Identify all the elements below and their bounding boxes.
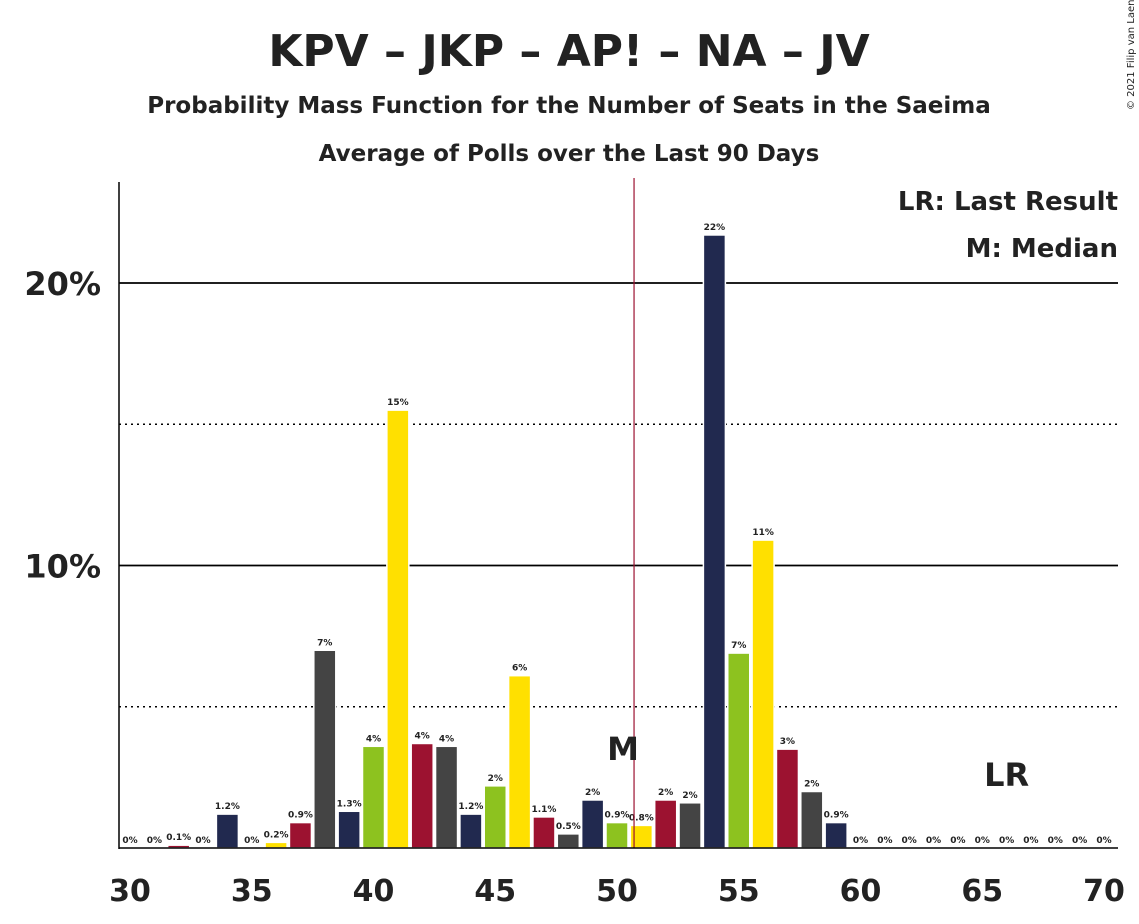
bar-34: [215, 813, 240, 849]
legend-median: M: Median: [966, 234, 1118, 264]
y-tick-20: 20%: [24, 265, 101, 303]
bar-37: [288, 821, 313, 849]
bar-label-69: 0%: [1072, 836, 1087, 846]
bar-36: [264, 841, 288, 849]
bar-label-38: 7%: [317, 638, 332, 648]
x-tick-30: 30: [109, 874, 151, 909]
bar-label-61: 0%: [877, 836, 892, 846]
bar-40: [361, 745, 386, 849]
bar-58: [800, 790, 824, 849]
legend-last-result: LR: Last Result: [898, 187, 1118, 217]
bar-label-42: 4%: [415, 731, 430, 741]
bar-52: [653, 799, 678, 849]
bar-label-46: 6%: [512, 664, 527, 674]
bar-54: [702, 234, 727, 849]
bar-label-34: 1.2%: [215, 802, 240, 812]
bar-label-44: 1.2%: [458, 802, 483, 812]
bar-49: [580, 799, 605, 849]
bar-44: [459, 813, 483, 849]
median-marker-label: M: [607, 730, 639, 768]
bar-label-55: 7%: [731, 641, 746, 651]
chart-subtitle: Probability Mass Function for the Number…: [147, 93, 991, 119]
x-tick-70: 70: [1083, 874, 1125, 909]
bar-labels: 0% 0% 0.1% 0% 1.2% 0% 0.2% 0.9% 7% 1.3% 4% 15% 4% 4% 1…: [122, 223, 1111, 846]
chart-subtitle-2: Average of Polls over the Last 90 Days: [319, 141, 820, 167]
bar-label-68: 0%: [1048, 836, 1063, 846]
bar-label-45: 2%: [488, 774, 503, 784]
bar-label-39: 1.3%: [337, 799, 362, 809]
bar-38: [313, 649, 337, 849]
bar-label-58: 2%: [804, 780, 819, 790]
bar-42: [410, 742, 434, 849]
bar-43: [434, 745, 459, 849]
x-tick-45: 45: [474, 874, 516, 909]
bar-label-43: 4%: [439, 734, 454, 744]
bar-label-60: 0%: [853, 836, 868, 846]
y-tick-10: 10%: [24, 548, 101, 586]
bar-label-56: 11%: [752, 528, 774, 538]
bar-label-59: 0.9%: [824, 811, 849, 821]
bar-57: [775, 748, 800, 849]
bar-45: [483, 785, 507, 849]
bar-label-57: 3%: [780, 737, 795, 747]
last-result-marker-label: LR: [984, 756, 1029, 794]
bar-label-62: 0%: [902, 836, 917, 846]
bar-label-64: 0%: [950, 836, 965, 846]
bar-label-70: 0%: [1096, 836, 1111, 846]
bar-label-63: 0%: [926, 836, 941, 846]
bar-label-50: 0.9%: [605, 811, 630, 821]
x-tick-50: 50: [596, 874, 638, 909]
x-tick-55: 55: [718, 874, 760, 909]
bar-label-31: 0%: [147, 836, 162, 846]
bar-55: [727, 652, 751, 849]
bar-label-40: 4%: [366, 734, 381, 744]
bar-label-54: 22%: [704, 223, 726, 233]
bar-label-51: 0.8%: [629, 813, 654, 823]
x-tick-40: 40: [353, 874, 395, 909]
bars: [166, 234, 848, 849]
x-tick-65: 65: [961, 874, 1003, 909]
bar-label-48: 0.5%: [556, 822, 581, 832]
chart-title: KPV – JKP – AP! – NA – JV: [268, 26, 869, 77]
bar-50: [605, 821, 629, 849]
bar-label-37: 0.9%: [288, 811, 313, 821]
gridlines: [119, 282, 1118, 708]
x-tick-labels: 30 35 40 45 50 55 60 65 70: [109, 874, 1125, 909]
bar-label-67: 0%: [1023, 836, 1038, 846]
axes: [118, 178, 1118, 849]
bar-label-49: 2%: [585, 788, 600, 798]
bar-label-53: 2%: [682, 791, 697, 801]
y-tick-labels: 10% 20%: [24, 265, 101, 586]
bar-label-65: 0%: [975, 836, 990, 846]
bar-label-32: 0.1%: [166, 833, 191, 843]
bar-48: [556, 833, 581, 849]
bar-label-35: 0%: [244, 836, 259, 846]
bar-label-52: 2%: [658, 788, 673, 798]
bar-41: [386, 409, 410, 849]
bar-59: [824, 821, 848, 849]
bar-47: [532, 816, 556, 849]
bar-39: [337, 810, 361, 849]
bar-56: [751, 539, 775, 849]
bar-label-36: 0.2%: [264, 830, 289, 840]
bar-label-47: 1.1%: [531, 805, 556, 815]
copyright-text: © 2021 Filip van Laenen: [1126, 0, 1137, 110]
bar-46: [507, 674, 532, 849]
bar-label-41: 15%: [387, 398, 409, 408]
bar-53: [678, 802, 702, 849]
bar-label-33: 0%: [195, 836, 210, 846]
x-tick-60: 60: [840, 874, 882, 909]
bar-label-66: 0%: [999, 836, 1014, 846]
x-tick-35: 35: [231, 874, 273, 909]
bar-label-30: 0%: [122, 836, 137, 846]
